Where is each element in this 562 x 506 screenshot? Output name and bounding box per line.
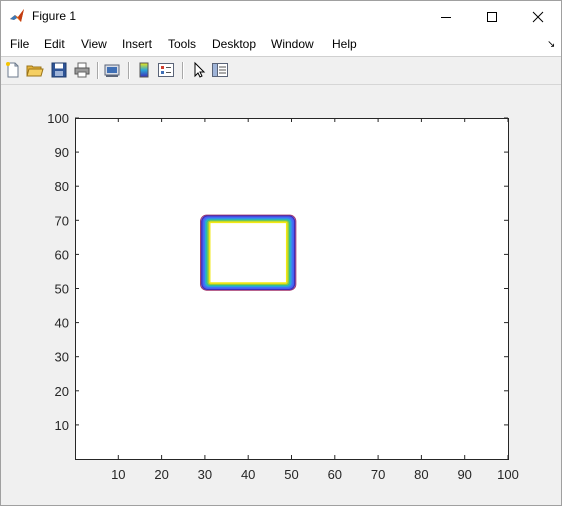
figure-canvas[interactable]: 10 20 30 40 50 60 70 80 90 100 10 20 30 40 50 60 70 80 90 1… (1, 85, 561, 505)
contour-line (201, 215, 296, 290)
y-tick-label: 60 (55, 247, 69, 262)
contour-line (204, 218, 292, 287)
contour-line (202, 216, 295, 289)
y-tick-label: 100 (47, 111, 69, 126)
minimize-button[interactable] (423, 1, 469, 32)
menu-desktop[interactable]: Desktop (212, 37, 257, 51)
axes[interactable]: 10 20 30 40 50 60 70 80 90 100 10 20 30 40 50 60 70 80 90 1… (1, 85, 561, 505)
close-button[interactable] (515, 1, 561, 32)
tick-layer: 10 20 30 40 50 60 70 80 90 100 10 20 30 40 50 60 70 80 90 1… (47, 111, 519, 482)
x-tick-label: 30 (198, 467, 212, 482)
y-tick-label: 40 (55, 316, 69, 331)
x-tick-label: 100 (497, 467, 519, 482)
x-tick-label: 60 (328, 467, 342, 482)
maximize-icon (487, 11, 497, 22)
property-editor-icon[interactable] (211, 61, 229, 79)
x-tick-label: 80 (414, 467, 428, 482)
y-tick-label: 70 (55, 213, 69, 228)
insert-legend-icon[interactable] (157, 61, 175, 79)
y-tick-label: 10 (55, 418, 69, 433)
menu-view[interactable]: View (81, 37, 107, 51)
menu-bar: File Edit View Insert Tools Desktop Wind… (1, 32, 561, 57)
toolbar-separator (97, 62, 99, 79)
menu-help[interactable]: Help (332, 37, 357, 51)
y-tick-label: 20 (55, 384, 69, 399)
x-tick-label: 40 (241, 467, 255, 482)
matlab-icon (10, 9, 24, 22)
close-icon (532, 11, 544, 22)
save-icon[interactable] (50, 61, 68, 79)
edit-plot-arrow-icon[interactable] (189, 61, 207, 79)
x-tick-label: 50 (284, 467, 298, 482)
minimize-icon (441, 16, 451, 18)
x-tick-label: 20 (154, 467, 168, 482)
toolbar-separator (128, 62, 130, 79)
x-tick-label: 10 (111, 467, 125, 482)
open-file-icon[interactable] (26, 61, 44, 79)
maximize-button[interactable] (469, 1, 515, 32)
menu-edit[interactable]: Edit (44, 37, 65, 51)
x-tick-label: 90 (457, 467, 471, 482)
contour-line (206, 219, 291, 286)
menu-insert[interactable]: Insert (122, 37, 153, 51)
new-figure-icon[interactable] (4, 61, 22, 79)
y-tick-label: 80 (55, 179, 69, 194)
insert-colorbar-icon[interactable] (135, 61, 153, 79)
toolbar-separator (182, 62, 184, 79)
menu-file[interactable]: File (10, 37, 30, 51)
contour-line (203, 217, 293, 288)
contour-line (200, 214, 297, 291)
title-bar: Figure 1 (1, 1, 561, 32)
contour-line (208, 221, 288, 284)
y-tick-label: 30 (55, 350, 69, 365)
menu-window[interactable]: Window (271, 37, 314, 51)
window-title: Figure 1 (32, 9, 77, 23)
print-preview-icon[interactable] (103, 61, 121, 79)
y-tick-label: 50 (55, 282, 69, 297)
dock-figure-icon[interactable]: ↘ (547, 39, 556, 50)
print-icon[interactable] (73, 61, 91, 79)
contour-layer (200, 214, 297, 291)
figure-toolbar (1, 57, 561, 85)
x-tick-label: 70 (371, 467, 385, 482)
menu-tools[interactable]: Tools (168, 37, 197, 51)
y-tick-label: 90 (55, 145, 69, 160)
contour-line (207, 220, 289, 285)
